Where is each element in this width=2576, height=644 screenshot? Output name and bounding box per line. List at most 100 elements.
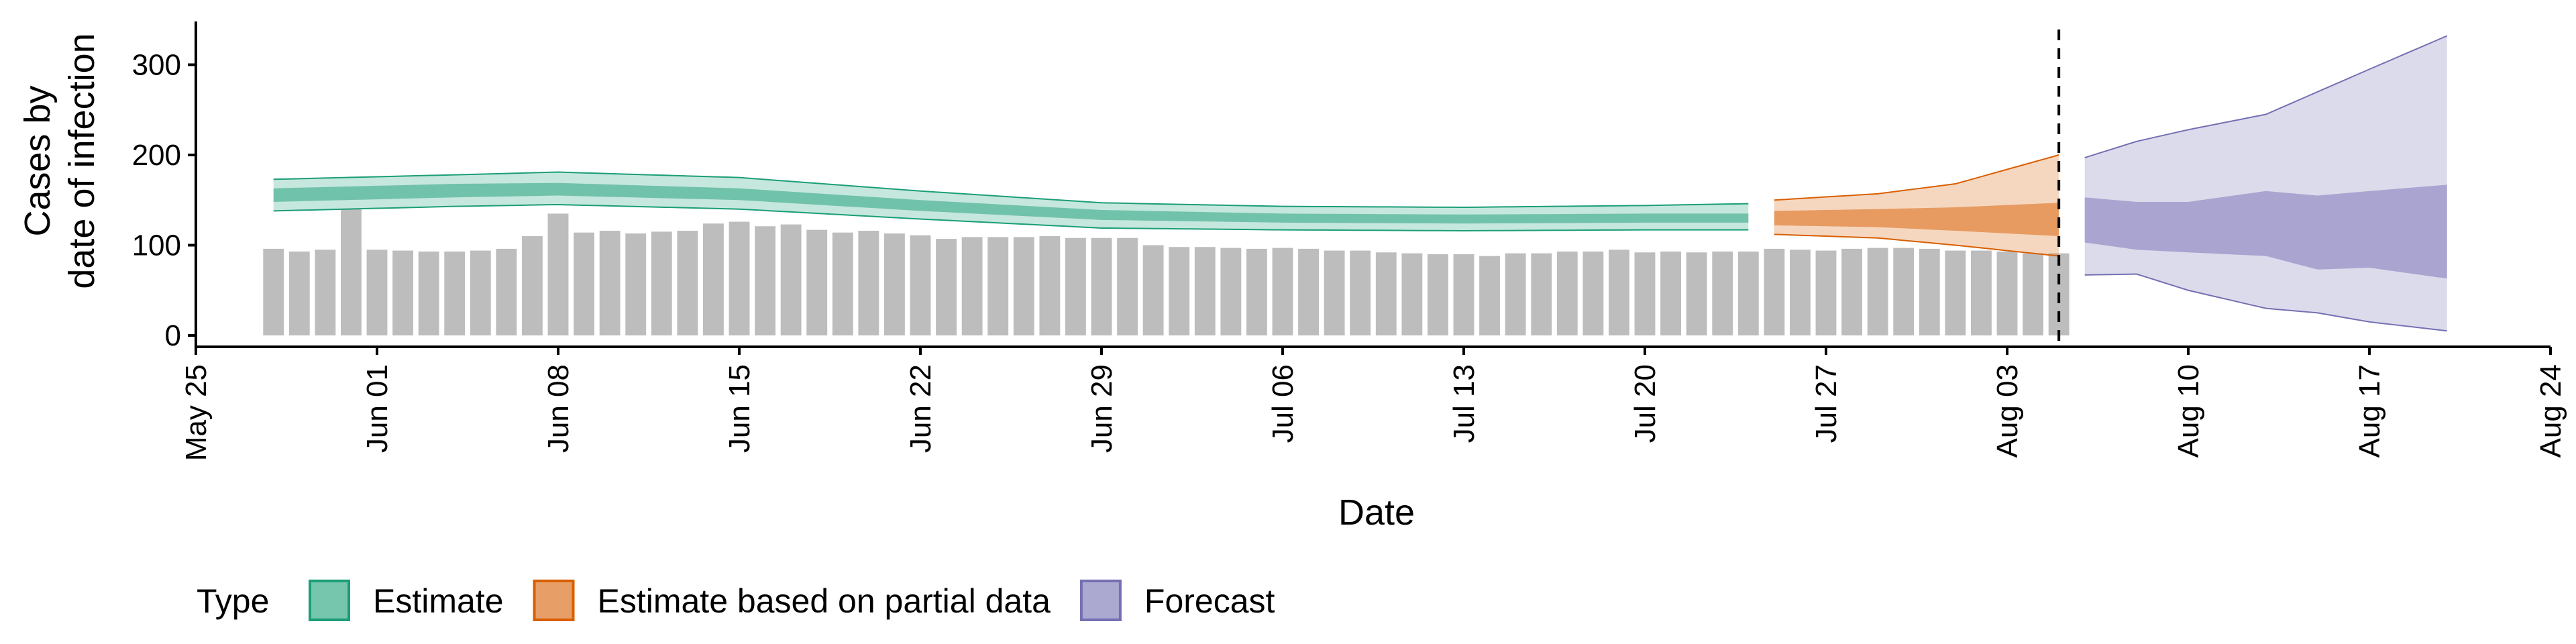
forecast-band-50 bbox=[2084, 184, 2447, 279]
bar bbox=[1634, 252, 1656, 335]
bar bbox=[1841, 248, 1862, 335]
bar bbox=[936, 239, 957, 335]
bar bbox=[651, 231, 672, 335]
estimate-band-50 bbox=[273, 182, 1749, 224]
bar bbox=[806, 229, 828, 335]
x-tick-label: Jun 08 bbox=[542, 364, 575, 453]
y-tick-label: 100 bbox=[132, 229, 181, 262]
bar bbox=[1790, 250, 1811, 335]
legend-title: Type bbox=[197, 582, 269, 620]
bar bbox=[392, 250, 413, 335]
bar bbox=[1142, 245, 1164, 335]
x-tick-label: Jul 06 bbox=[1267, 364, 1299, 443]
bar bbox=[1867, 248, 1888, 335]
x-tick-label: May 25 bbox=[180, 364, 213, 461]
bar bbox=[1712, 251, 1733, 335]
x-tick-label: Aug 03 bbox=[1991, 364, 2024, 458]
bar bbox=[1582, 251, 1604, 335]
bar bbox=[1375, 252, 1397, 335]
estimate-partial-band-90-lower-edge bbox=[1774, 233, 2059, 257]
bar bbox=[1350, 250, 1371, 335]
bar bbox=[1686, 252, 1707, 335]
bar bbox=[1737, 251, 1759, 335]
bar bbox=[677, 230, 698, 335]
x-tick-label: Jul 27 bbox=[1810, 364, 1843, 443]
legend-items: Estimate Estimate based on partial data Fo… bbox=[307, 578, 1275, 623]
bar bbox=[1609, 250, 1629, 335]
axes-layer: 0 100 200 300 May 25 Jun 01 Jun 08 Jun 15 Jun 22… bbox=[132, 21, 2567, 461]
x-tick-label: Jun 22 bbox=[904, 364, 937, 453]
bar bbox=[961, 237, 983, 335]
bar bbox=[366, 250, 388, 335]
bar bbox=[263, 248, 284, 335]
y-axis-title-line-1: Cases by bbox=[17, 85, 58, 236]
bar bbox=[1505, 253, 1526, 335]
bar bbox=[832, 232, 853, 335]
x-tick-label: Jul 13 bbox=[1448, 364, 1481, 443]
bar bbox=[884, 233, 905, 335]
bar bbox=[1893, 248, 1915, 335]
bar bbox=[1453, 254, 1474, 335]
bar bbox=[1815, 250, 1837, 335]
bar bbox=[1117, 237, 1138, 335]
bar bbox=[599, 230, 621, 335]
legend-item-label: Forecast bbox=[1144, 582, 1275, 620]
estimate-band-90-lower-edge bbox=[273, 203, 1749, 231]
bar bbox=[1945, 250, 1966, 335]
bar bbox=[547, 213, 569, 335]
bar bbox=[858, 230, 879, 335]
bar bbox=[1013, 237, 1034, 335]
bar bbox=[1169, 247, 1190, 335]
bar bbox=[522, 236, 543, 335]
x-tick-label: Jun 29 bbox=[1085, 364, 1118, 453]
forecast-band-90 bbox=[2084, 36, 2447, 331]
legend-key-swatch bbox=[309, 580, 350, 621]
legend-item-label: Estimate bbox=[373, 582, 504, 620]
bar bbox=[1556, 251, 1578, 335]
bar bbox=[1428, 254, 1448, 335]
x-tick-label: Jul 20 bbox=[1629, 364, 1662, 443]
bar bbox=[418, 251, 439, 335]
bar bbox=[1401, 253, 1423, 335]
bar bbox=[729, 221, 750, 335]
bar bbox=[1324, 250, 1345, 335]
bar bbox=[1971, 250, 1992, 335]
bar bbox=[703, 223, 724, 335]
bar bbox=[1194, 247, 1216, 335]
bar bbox=[1479, 256, 1500, 335]
bar bbox=[625, 233, 647, 335]
bar bbox=[1091, 237, 1112, 335]
legend: Type Estimate Estimate based on partial d… bbox=[197, 578, 1275, 623]
x-tick-label: Jun 01 bbox=[361, 364, 394, 453]
x-tick-label: Aug 17 bbox=[2353, 364, 2386, 458]
bar bbox=[1246, 248, 1267, 335]
bar bbox=[910, 235, 931, 335]
legend-item-estimate: Estimate bbox=[307, 578, 504, 623]
bar bbox=[1039, 236, 1061, 335]
legend-key-swatch bbox=[1079, 580, 1122, 621]
x-axis-title: Date bbox=[1338, 492, 1415, 533]
bar bbox=[288, 251, 310, 335]
legend-item-label: Estimate based on partial data bbox=[598, 582, 1051, 620]
bar bbox=[1272, 248, 1293, 335]
bar bbox=[1919, 248, 1940, 335]
legend-item-forecast: Forecast bbox=[1078, 578, 1275, 623]
legend-item-estimate-partial: Estimate based on partial data bbox=[531, 578, 1051, 623]
bar bbox=[470, 250, 491, 335]
bar bbox=[2023, 253, 2043, 335]
bar bbox=[755, 226, 775, 335]
y-axis-title-line-2: date of infection bbox=[62, 33, 102, 288]
legend-key-swatch bbox=[533, 580, 575, 621]
x-tick-label: Jun 15 bbox=[723, 364, 756, 453]
estimate-band-90-upper-edge bbox=[273, 171, 1749, 209]
estimate-partial-band-90-upper-edge bbox=[1774, 154, 2059, 201]
bar bbox=[1660, 251, 1681, 335]
y-tick-label: 0 bbox=[165, 319, 181, 352]
bar bbox=[780, 224, 802, 335]
bar bbox=[341, 209, 362, 335]
y-tick-label: 300 bbox=[132, 49, 181, 82]
forecast-band-90-lower-edge bbox=[2084, 273, 2447, 332]
x-tick-label: Aug 10 bbox=[2172, 364, 2205, 458]
estimate-partial-band-50 bbox=[1774, 203, 2059, 237]
bar bbox=[574, 232, 594, 335]
